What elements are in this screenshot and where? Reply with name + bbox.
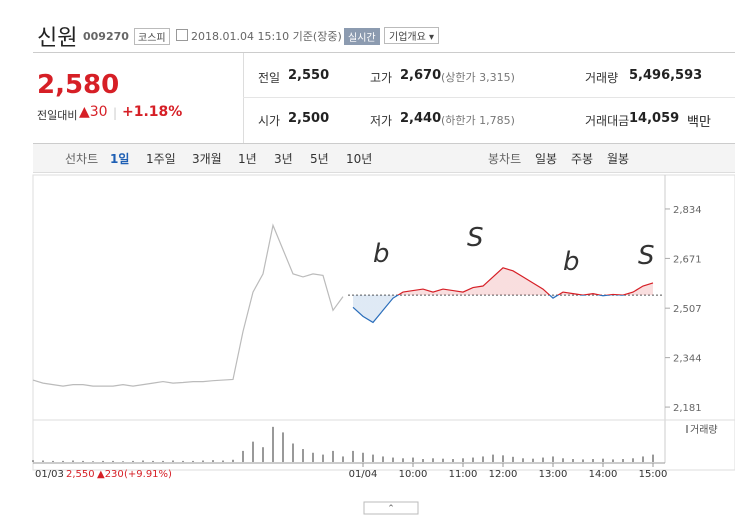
- collapse-button[interactable]: [363, 501, 419, 515]
- line: [352, 267, 654, 324]
- price-panel: 2,580 전일대비 ▲30 | +1.18%: [33, 53, 244, 143]
- stat-value: 14,059: [629, 111, 680, 126]
- stat-value: 2,670: [400, 68, 442, 83]
- market-tag: 코스피: [134, 28, 170, 45]
- collapse-icon: ⌃: [387, 504, 395, 514]
- candle-tab[interactable]: 월봉: [607, 152, 630, 166]
- stat-value: 2,500: [288, 111, 330, 126]
- tab-bar: [33, 143, 735, 173]
- stat-note: (상한가 3,315): [441, 71, 515, 84]
- x-tick-label: 15:00: [639, 469, 668, 480]
- annotation: S: [467, 223, 484, 253]
- separator: |: [113, 106, 118, 120]
- prev-day-rate: (+9.91%): [124, 469, 172, 480]
- stat-value: 2,550: [288, 68, 330, 83]
- line-tab[interactable]: 5년: [310, 152, 329, 166]
- row-divider: [243, 97, 735, 98]
- stock-name: 신원: [37, 26, 78, 51]
- stat-label: 저가: [370, 114, 393, 128]
- change-rate: +1.18%: [122, 104, 183, 120]
- line-tab[interactable]: 3년: [274, 152, 293, 166]
- y-tick-label: 2,181: [673, 403, 702, 414]
- stat-label: 고가: [370, 71, 393, 85]
- stat-value: 5,496,593: [629, 68, 703, 83]
- stock-code: 009270: [83, 30, 129, 43]
- line-tab[interactable]: 10년: [346, 152, 373, 166]
- annotation: b: [373, 239, 390, 269]
- line-chart-label: 선차트: [65, 152, 99, 166]
- current-price: 2,580: [37, 70, 120, 100]
- stat-label: 전일: [258, 71, 281, 85]
- stat-label: 거래대금: [585, 114, 630, 128]
- x-tick-label: 12:00: [489, 469, 518, 480]
- candle-tab[interactable]: 주봉: [571, 152, 594, 166]
- y-tick-label: 2,344: [673, 354, 702, 365]
- x-tick-label: 14:00: [589, 469, 618, 480]
- stat-unit: 백만: [687, 115, 711, 130]
- prev-day-date: 01/03: [35, 469, 64, 480]
- candle-tab[interactable]: 일봉: [535, 152, 558, 166]
- x-tick-label: 13:00: [539, 469, 568, 480]
- stat-label: 거래량: [585, 71, 619, 85]
- company-button[interactable]: 기업개요 ▾: [384, 27, 440, 44]
- calendar-icon: [176, 29, 188, 41]
- volume-legend-swatch: [686, 425, 688, 433]
- prev-day-change: ▲230: [97, 469, 124, 480]
- annotation: b: [563, 247, 580, 277]
- realtime-button[interactable]: 실시간: [344, 28, 380, 45]
- line-tab[interactable]: 1주일: [146, 152, 176, 166]
- line-tab[interactable]: 3개월: [192, 152, 222, 166]
- chart-frame: [32, 174, 735, 471]
- area: [353, 267, 653, 323]
- divider: [33, 52, 735, 53]
- volume-label: 거래량: [690, 424, 718, 436]
- line: [32, 223, 344, 387]
- annotation: S: [638, 241, 655, 271]
- change-label: 전일대비: [37, 109, 78, 122]
- stat-value: 2,440: [400, 111, 442, 126]
- prev-day-close: 2,550: [66, 469, 95, 480]
- stat-label: 시가: [258, 114, 281, 128]
- candle-chart-label: 봉차트: [488, 152, 522, 166]
- stat-note: (하한가 1,785): [441, 114, 515, 127]
- x-tick-label: 10:00: [399, 469, 428, 480]
- line-tab[interactable]: 1년: [238, 152, 257, 166]
- change: ▲30: [79, 104, 108, 120]
- y-tick-label: 2,834: [673, 205, 702, 216]
- company-button-text: 기업개요: [389, 32, 426, 43]
- line-tab[interactable]: 1일: [110, 152, 130, 166]
- x-tick-label: 11:00: [449, 469, 478, 480]
- y-tick-label: 2,671: [673, 254, 702, 265]
- time: 2018.01.04 15:10 기준(장중): [191, 30, 342, 43]
- x-tick-label: 01/04: [349, 469, 378, 480]
- y-tick-label: 2,507: [673, 304, 702, 315]
